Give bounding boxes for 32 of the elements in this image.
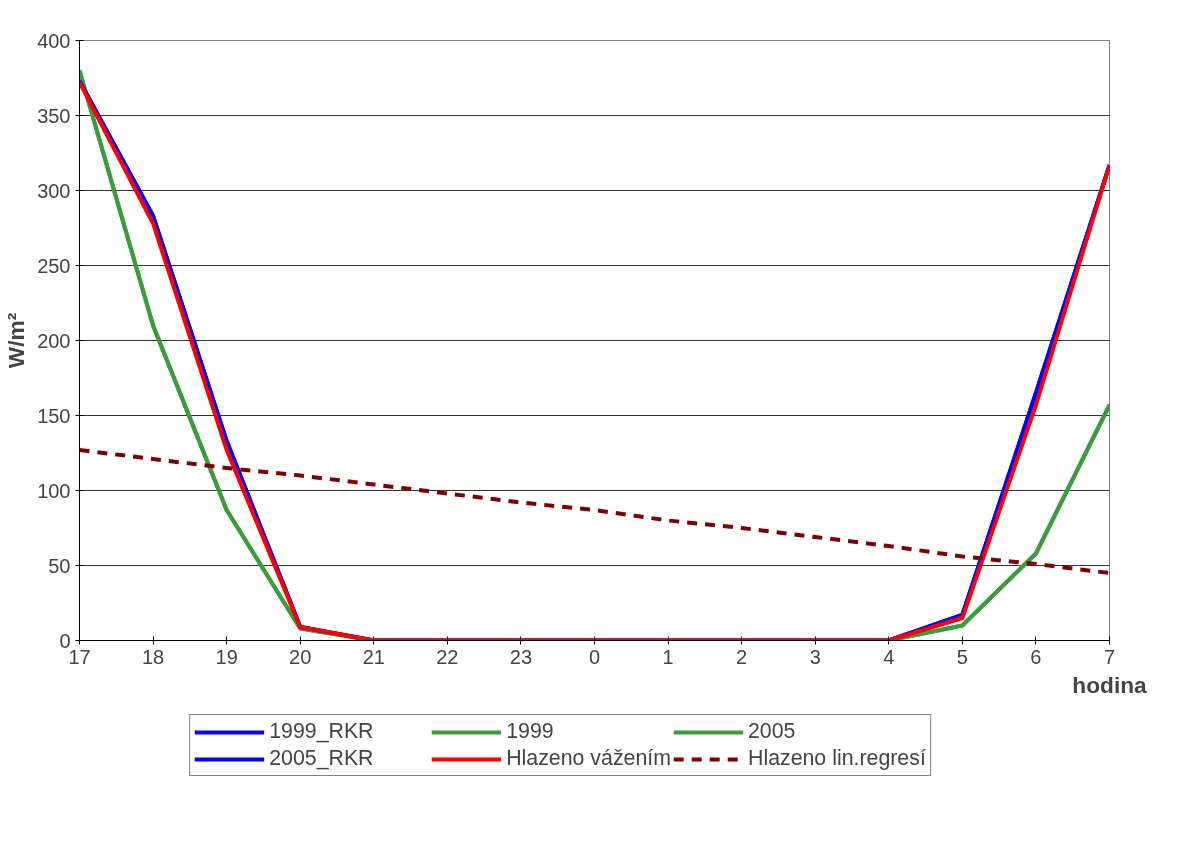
x-tick-label: 3	[809, 645, 821, 668]
legend-label: Hlazeno vážením	[506, 746, 671, 771]
x-tick-label: 19	[215, 645, 238, 668]
x-tick-label: 18	[141, 645, 165, 668]
x-tick-label: 21	[362, 645, 385, 668]
legend-label: 2005_RKR	[269, 746, 375, 771]
x-tick-label: 23	[509, 645, 533, 668]
y-tick-label: 400	[37, 29, 71, 52]
y-axis-title: W/m²	[3, 312, 30, 369]
x-tick-label: 5	[956, 645, 968, 668]
x-tick-label: 6	[1030, 645, 1042, 668]
x-tick-label: 17	[68, 645, 91, 668]
x-axis-title: hodina	[1072, 671, 1148, 698]
y-tick-label: 350	[37, 104, 71, 127]
y-tick-label: 250	[37, 254, 71, 277]
y-tick-label: 200	[37, 329, 71, 352]
x-tick-label: 22	[436, 645, 459, 668]
legend-label: 1999	[506, 719, 555, 744]
legend-label: Hlazeno lin.regresí	[747, 746, 926, 771]
x-tick-label: 20	[289, 645, 312, 668]
x-tick-label: 4	[883, 645, 895, 668]
legend-label: 2005	[747, 719, 797, 744]
x-tick-label: 1	[662, 645, 674, 668]
x-tick-label: 0	[588, 645, 601, 668]
y-tick-label: 300	[37, 179, 71, 202]
x-tick-label: 2	[736, 645, 748, 668]
y-tick-label: 100	[37, 479, 71, 502]
x-tick-label: 7	[1103, 645, 1116, 668]
y-tick-label: 0	[59, 629, 71, 652]
legend-label: 1999_RKR	[269, 719, 375, 744]
y-tick-label: 50	[48, 554, 71, 577]
y-tick-label: 150	[37, 404, 71, 427]
